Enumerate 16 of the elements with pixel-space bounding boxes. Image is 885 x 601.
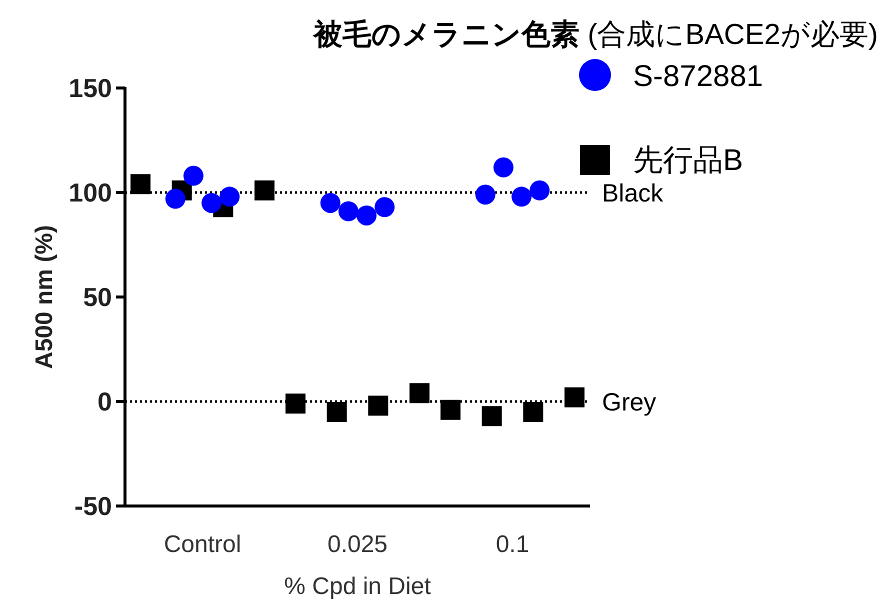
text: (合成にBACE2が必要) [580,19,878,51]
x-tick-label: 0.025 [327,531,388,558]
y-tick-label: 100 [68,178,112,208]
y-tick-label: 150 [68,73,112,103]
chart-title: 被毛のメラニン色素 [312,19,580,51]
x-tick-label: 0.1 [496,531,530,558]
y-tick-label: 50 [83,282,112,312]
legend-label: S-872881 [633,60,764,93]
y-axis-title: A500 nm (%) [31,224,58,370]
ref-line-label: Grey [602,388,657,416]
ref-line-label: Black [602,180,664,208]
y-tick-label: 0 [98,386,112,416]
x-axis-title: % Cpd in Diet [284,573,432,600]
y-tick-label: -50 [74,491,112,521]
legend-label: 先行品B [633,144,744,177]
x-tick-label: Control [164,531,242,558]
